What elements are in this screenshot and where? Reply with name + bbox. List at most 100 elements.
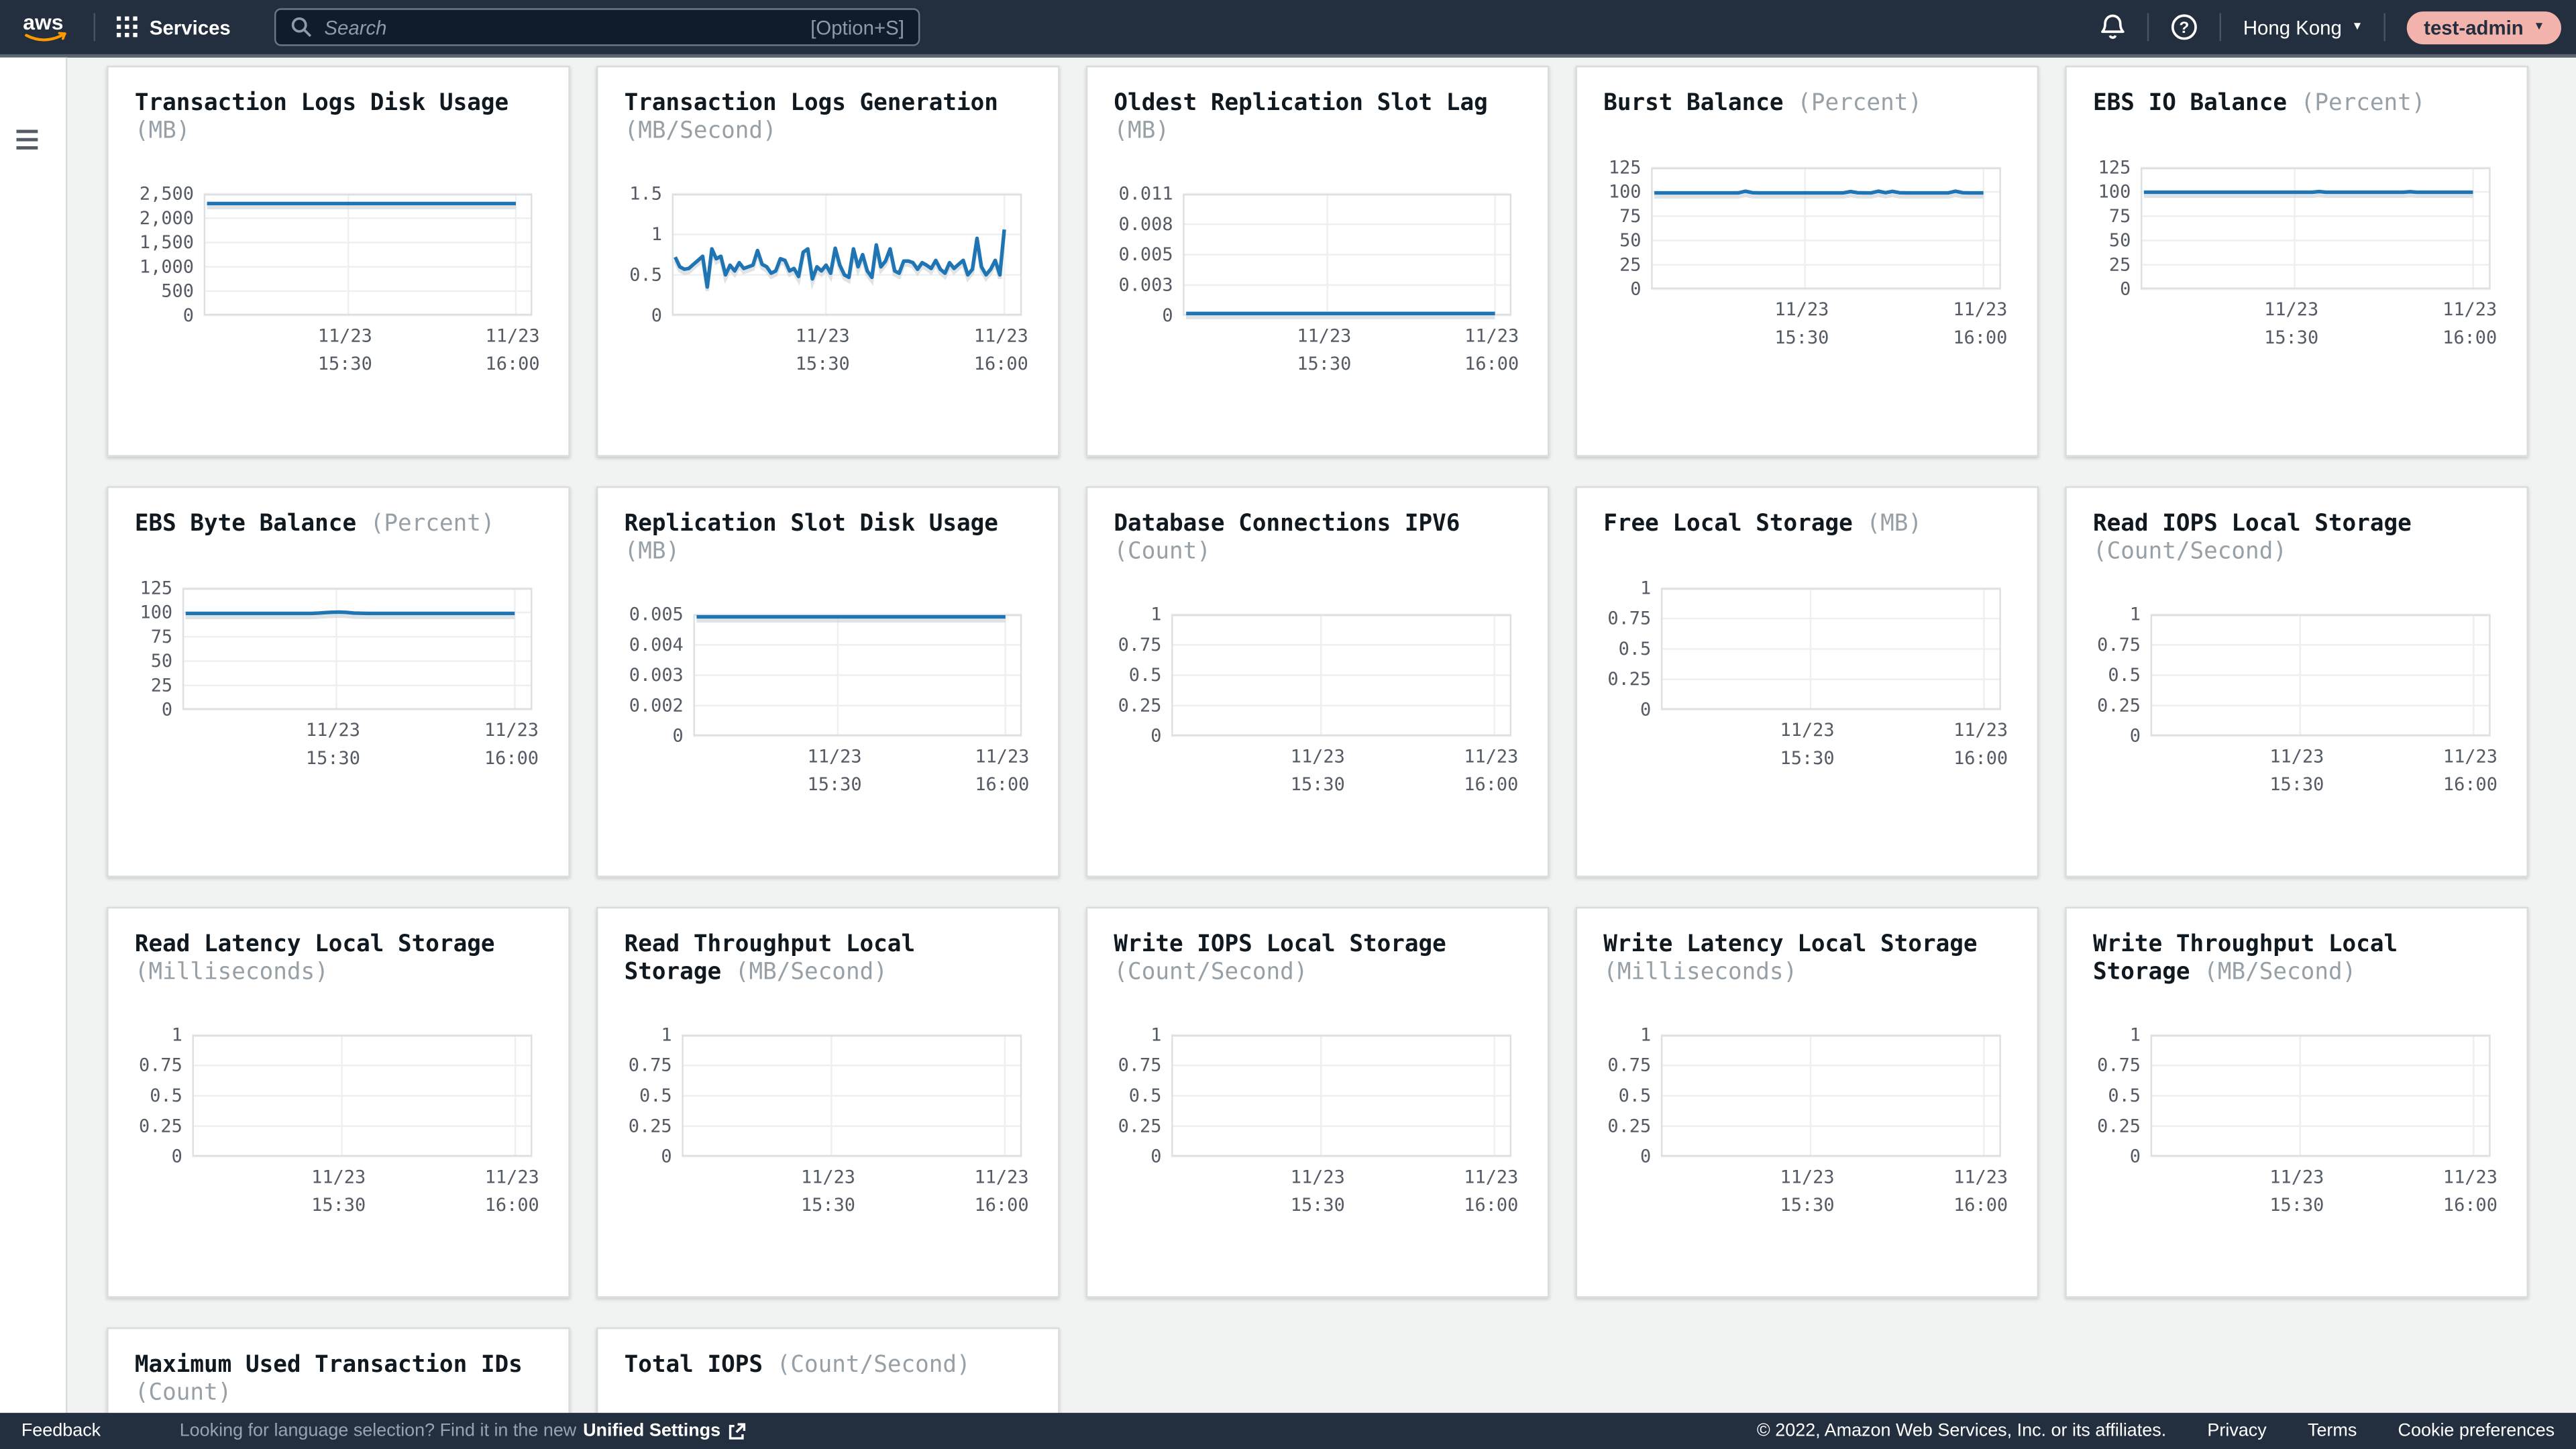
metric-card[interactable]: Read Throughput Local Storage (MB/Second…	[596, 906, 1060, 1298]
x-tick-label: 11/23	[808, 746, 862, 767]
chart-title-text: Transaction Logs Disk Usage	[134, 90, 509, 117]
hamburger-menu-button[interactable]	[16, 129, 38, 154]
y-tick-label: 125	[140, 577, 173, 598]
chart-title-text: Transaction Logs Generation	[624, 90, 998, 117]
y-tick-label: 125	[1609, 156, 1642, 177]
chart-plot: 1 0.75 0.5 0.25 0 11/23 15:30 11/23 16:00	[1607, 577, 2008, 767]
x-tick-label: 11/23	[1464, 1167, 1518, 1187]
search-shortcut-hint: [Option+S]	[810, 15, 904, 39]
x-tick-label: 15:30	[1297, 354, 1351, 374]
metric-card[interactable]: Read IOPS Local Storage (Count/Second) 1 0…	[2065, 486, 2528, 877]
unified-settings-link[interactable]: Unified Settings	[583, 1421, 745, 1441]
y-tick-label: 0	[673, 726, 684, 747]
account-menu[interactable]: test-admin ▼	[2407, 10, 2561, 44]
x-tick-label: 11/23	[801, 1167, 855, 1187]
metric-card[interactable]: Burst Balance (Percent) 125 100 75 50 25 0 11/2…	[1575, 65, 2039, 457]
y-tick-label: 0	[162, 698, 172, 719]
chevron-down-icon: ▼	[2533, 21, 2545, 33]
feedback-link[interactable]: Feedback	[21, 1421, 101, 1441]
x-tick-label: 15:30	[1774, 327, 1829, 347]
y-tick-label: 0.25	[1607, 668, 1651, 689]
y-tick-label: 0.5	[1619, 638, 1652, 659]
chart-unit: (MB)	[1114, 117, 1169, 144]
y-tick-label: 1.5	[629, 184, 662, 205]
chart-title-text: Write IOPS Local Storage	[1114, 931, 1446, 958]
metric-card[interactable]: Write Latency Local Storage (Millisecond…	[1575, 906, 2039, 1298]
y-tick-label: 125	[2098, 156, 2131, 177]
aws-logo[interactable]: aws	[21, 10, 72, 44]
y-tick-label: 0.25	[139, 1116, 182, 1136]
y-tick-label: 2,000	[140, 208, 194, 229]
chart-title: Replication Slot Disk Usage (MB)	[625, 511, 1017, 566]
x-tick-label: 11/23	[2443, 1167, 2498, 1187]
x-tick-label: 16:00	[484, 747, 539, 768]
content: Transaction Logs Disk Usage (MB) 2,500 2,0…	[67, 58, 2576, 1449]
metric-card[interactable]: Database Connections IPV6 (Count) 1 0.75 0.…	[1085, 486, 1550, 877]
metric-card[interactable]: Transaction Logs Generation (MB/Second) 1…	[596, 65, 1060, 457]
y-tick-label: 0.5	[629, 264, 662, 285]
x-tick-label: 11/23	[2443, 746, 2498, 767]
chart-plot: 1.5 1 0.5 0 11/23 15:30 11/23 16:00	[629, 184, 1028, 374]
y-tick-label: 1	[172, 1024, 182, 1045]
privacy-link[interactable]: Privacy	[2207, 1421, 2267, 1441]
metric-card[interactable]: EBS Byte Balance (Percent) 125 100 75 50 25 0 1…	[107, 486, 570, 877]
metric-card[interactable]: Transaction Logs Disk Usage (MB) 2,500 2,0…	[107, 65, 570, 457]
metric-line-shadow	[1654, 192, 1984, 198]
region-selector[interactable]: Hong Kong ▼	[2243, 15, 2363, 38]
metrics-grid: Transaction Logs Disk Usage (MB) 2,500 2,0…	[107, 65, 2576, 1449]
help-button[interactable]: ?	[2171, 13, 2199, 42]
x-tick-label: 11/23	[1953, 719, 2008, 740]
divider	[2147, 13, 2150, 42]
chart-title: Read IOPS Local Storage (Count/Second)	[2093, 511, 2485, 566]
x-tick-label: 16:00	[485, 1195, 539, 1216]
top-nav: aws Services [Option+S]	[0, 0, 2576, 58]
y-tick-label: 0.5	[2108, 665, 2141, 686]
y-tick-label: 0.25	[2097, 695, 2141, 716]
chart-unit: (Count)	[134, 1379, 232, 1406]
y-tick-label: 1	[661, 1024, 672, 1045]
chart-title-text: Write Throughput Local Storage	[2093, 931, 2398, 985]
metric-card[interactable]: Oldest Replication Slot Lag (MB) 0.011 0.0…	[1085, 65, 1550, 457]
y-tick-label: 0.005	[629, 604, 684, 625]
y-tick-label: 0.25	[1118, 1116, 1162, 1136]
terms-link[interactable]: Terms	[2307, 1421, 2357, 1441]
y-tick-label: 1	[1640, 1024, 1651, 1045]
y-tick-label: 0.003	[629, 665, 684, 686]
x-tick-label: 15:30	[311, 1195, 366, 1216]
x-tick-label: 16:00	[1464, 774, 1518, 795]
chart-plot: 1 0.75 0.5 0.25 0 11/23 15:30 11/23 16:00	[1118, 1024, 1519, 1215]
metric-card[interactable]: Replication Slot Disk Usage (MB) 0.005 0.0…	[596, 486, 1060, 877]
chart-unit: (Count/Second)	[2093, 538, 2288, 565]
metric-card[interactable]: Read Latency Local Storage (Milliseconds…	[107, 906, 570, 1298]
services-menu-button[interactable]: Services	[116, 15, 231, 39]
chart-title: Maximum Used Transaction IDs (Count)	[135, 1352, 527, 1407]
x-tick-label: 16:00	[1464, 354, 1519, 374]
x-tick-label: 11/23	[1953, 1167, 2008, 1187]
x-tick-label: 11/23	[318, 325, 372, 346]
chart-title: Write Throughput Local Storage (MB/Secon…	[2093, 932, 2485, 986]
x-tick-label: 11/23	[796, 325, 850, 346]
search-input[interactable]	[276, 9, 919, 45]
notifications-button[interactable]	[2100, 13, 2127, 42]
y-tick-label: 50	[1619, 229, 1641, 250]
y-tick-label: 1,000	[140, 256, 194, 277]
chart-unit: (MB)	[134, 117, 191, 144]
y-tick-label: 0	[2130, 1146, 2141, 1167]
x-tick-label: 11/23	[1953, 299, 2007, 319]
metric-card[interactable]: EBS IO Balance (Percent) 125 100 75 50 25 0 11/…	[2065, 65, 2528, 457]
chart-unit: (Count/Second)	[1114, 958, 1308, 985]
y-tick-label: 0.25	[1607, 1116, 1651, 1136]
chart-title-text: Free Local Storage	[1603, 511, 1853, 537]
chart-plot: 125 100 75 50 25 0 11/23 15:30 11/23 16:00	[1609, 156, 2008, 347]
y-tick-label: 0	[1640, 698, 1651, 719]
metric-card[interactable]: Write IOPS Local Storage (Count/Second) 1…	[1085, 906, 1550, 1298]
chart-unit: (Percent)	[370, 511, 495, 537]
metric-card[interactable]: Write Throughput Local Storage (MB/Secon…	[2065, 906, 2528, 1298]
y-tick-label: 1	[651, 224, 662, 245]
cookie-preferences-link[interactable]: Cookie preferences	[2398, 1421, 2555, 1441]
chart-unit: (Percent)	[2300, 90, 2426, 117]
chart-title: Read Latency Local Storage (Milliseconds…	[135, 932, 527, 986]
metric-card[interactable]: Free Local Storage (MB) 1 0.75 0.5 0.25 0 11/2…	[1575, 486, 2039, 877]
x-tick-label: 11/23	[2264, 299, 2318, 319]
chart-plot: 1 0.75 0.5 0.25 0 11/23 15:30 11/23 16:00	[2097, 1024, 2498, 1215]
